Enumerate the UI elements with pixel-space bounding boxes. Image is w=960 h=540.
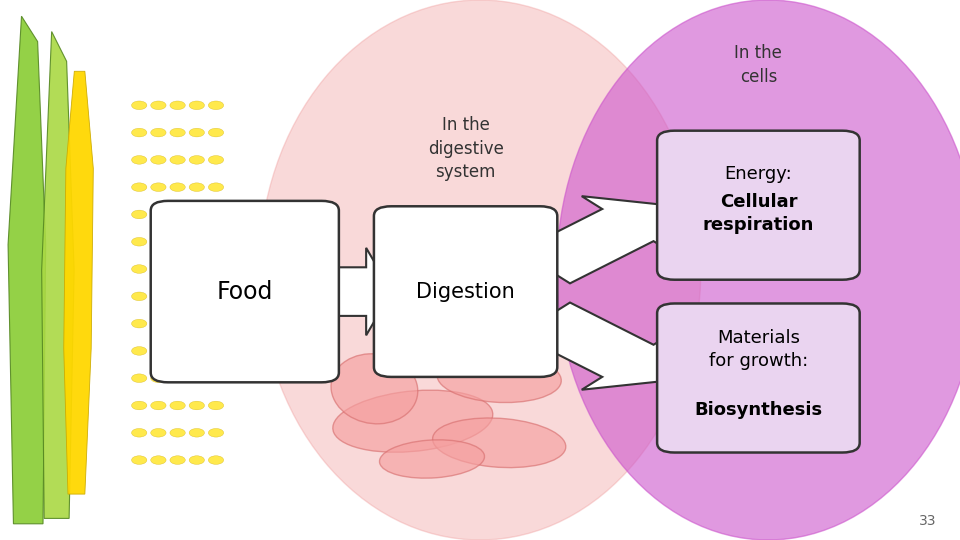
Circle shape	[208, 428, 224, 437]
Circle shape	[189, 401, 204, 410]
Circle shape	[208, 319, 224, 328]
Circle shape	[132, 456, 147, 464]
Circle shape	[170, 238, 185, 246]
Circle shape	[170, 374, 185, 382]
Circle shape	[132, 292, 147, 301]
Circle shape	[170, 428, 185, 437]
FancyBboxPatch shape	[657, 303, 860, 453]
Circle shape	[208, 401, 224, 410]
Ellipse shape	[403, 316, 518, 354]
Circle shape	[170, 129, 185, 137]
Circle shape	[132, 156, 147, 164]
Circle shape	[151, 238, 166, 246]
Polygon shape	[8, 16, 46, 524]
Circle shape	[189, 456, 204, 464]
Circle shape	[151, 101, 166, 110]
Circle shape	[151, 156, 166, 164]
Circle shape	[151, 183, 166, 192]
Text: Energy:: Energy:	[725, 165, 792, 183]
Circle shape	[189, 156, 204, 164]
Circle shape	[132, 319, 147, 328]
Circle shape	[151, 374, 166, 382]
Circle shape	[132, 401, 147, 410]
Circle shape	[170, 456, 185, 464]
Circle shape	[170, 101, 185, 110]
Circle shape	[208, 374, 224, 382]
Circle shape	[132, 347, 147, 355]
Circle shape	[208, 456, 224, 464]
Circle shape	[208, 265, 224, 273]
Text: Food: Food	[217, 280, 273, 303]
Circle shape	[132, 129, 147, 137]
Circle shape	[189, 319, 204, 328]
FancyBboxPatch shape	[657, 131, 860, 280]
Ellipse shape	[333, 390, 492, 453]
Polygon shape	[41, 31, 74, 518]
Circle shape	[151, 428, 166, 437]
Circle shape	[189, 101, 204, 110]
Polygon shape	[518, 196, 674, 284]
Circle shape	[170, 265, 185, 273]
Circle shape	[132, 101, 147, 110]
Circle shape	[151, 210, 166, 219]
Circle shape	[189, 210, 204, 219]
Circle shape	[189, 129, 204, 137]
Circle shape	[151, 265, 166, 273]
Circle shape	[189, 238, 204, 246]
Ellipse shape	[331, 354, 418, 424]
Circle shape	[208, 156, 224, 164]
Ellipse shape	[379, 440, 485, 478]
Circle shape	[170, 292, 185, 301]
Text: 33: 33	[919, 514, 936, 528]
Circle shape	[189, 428, 204, 437]
Circle shape	[189, 374, 204, 382]
Text: Digestion: Digestion	[417, 281, 515, 302]
Polygon shape	[324, 248, 392, 335]
FancyBboxPatch shape	[373, 206, 557, 377]
Text: In the
digestive
system: In the digestive system	[427, 116, 504, 181]
Circle shape	[208, 292, 224, 301]
Circle shape	[132, 428, 147, 437]
Ellipse shape	[433, 418, 565, 468]
Circle shape	[132, 374, 147, 382]
Circle shape	[170, 319, 185, 328]
Circle shape	[151, 401, 166, 410]
Text: Cellular
respiration: Cellular respiration	[703, 193, 814, 234]
Circle shape	[170, 401, 185, 410]
Circle shape	[170, 156, 185, 164]
Ellipse shape	[557, 0, 960, 540]
Circle shape	[132, 210, 147, 219]
Circle shape	[189, 292, 204, 301]
Polygon shape	[63, 71, 93, 494]
Circle shape	[132, 238, 147, 246]
Circle shape	[151, 347, 166, 355]
Circle shape	[151, 129, 166, 137]
Circle shape	[170, 347, 185, 355]
Circle shape	[189, 183, 204, 192]
Circle shape	[208, 129, 224, 137]
Polygon shape	[518, 302, 674, 390]
Circle shape	[151, 319, 166, 328]
Ellipse shape	[259, 0, 701, 540]
Circle shape	[132, 183, 147, 192]
Circle shape	[208, 210, 224, 219]
Circle shape	[208, 101, 224, 110]
Circle shape	[132, 265, 147, 273]
Circle shape	[151, 456, 166, 464]
Ellipse shape	[437, 354, 562, 402]
Text: Materials
for growth:: Materials for growth:	[708, 329, 808, 370]
Circle shape	[170, 183, 185, 192]
FancyBboxPatch shape	[151, 201, 339, 382]
Text: Biosynthesis: Biosynthesis	[694, 401, 823, 420]
Circle shape	[189, 265, 204, 273]
Circle shape	[208, 183, 224, 192]
Circle shape	[189, 347, 204, 355]
Circle shape	[208, 347, 224, 355]
Circle shape	[208, 238, 224, 246]
Circle shape	[151, 292, 166, 301]
Text: In the
cells: In the cells	[734, 44, 782, 86]
Circle shape	[170, 210, 185, 219]
